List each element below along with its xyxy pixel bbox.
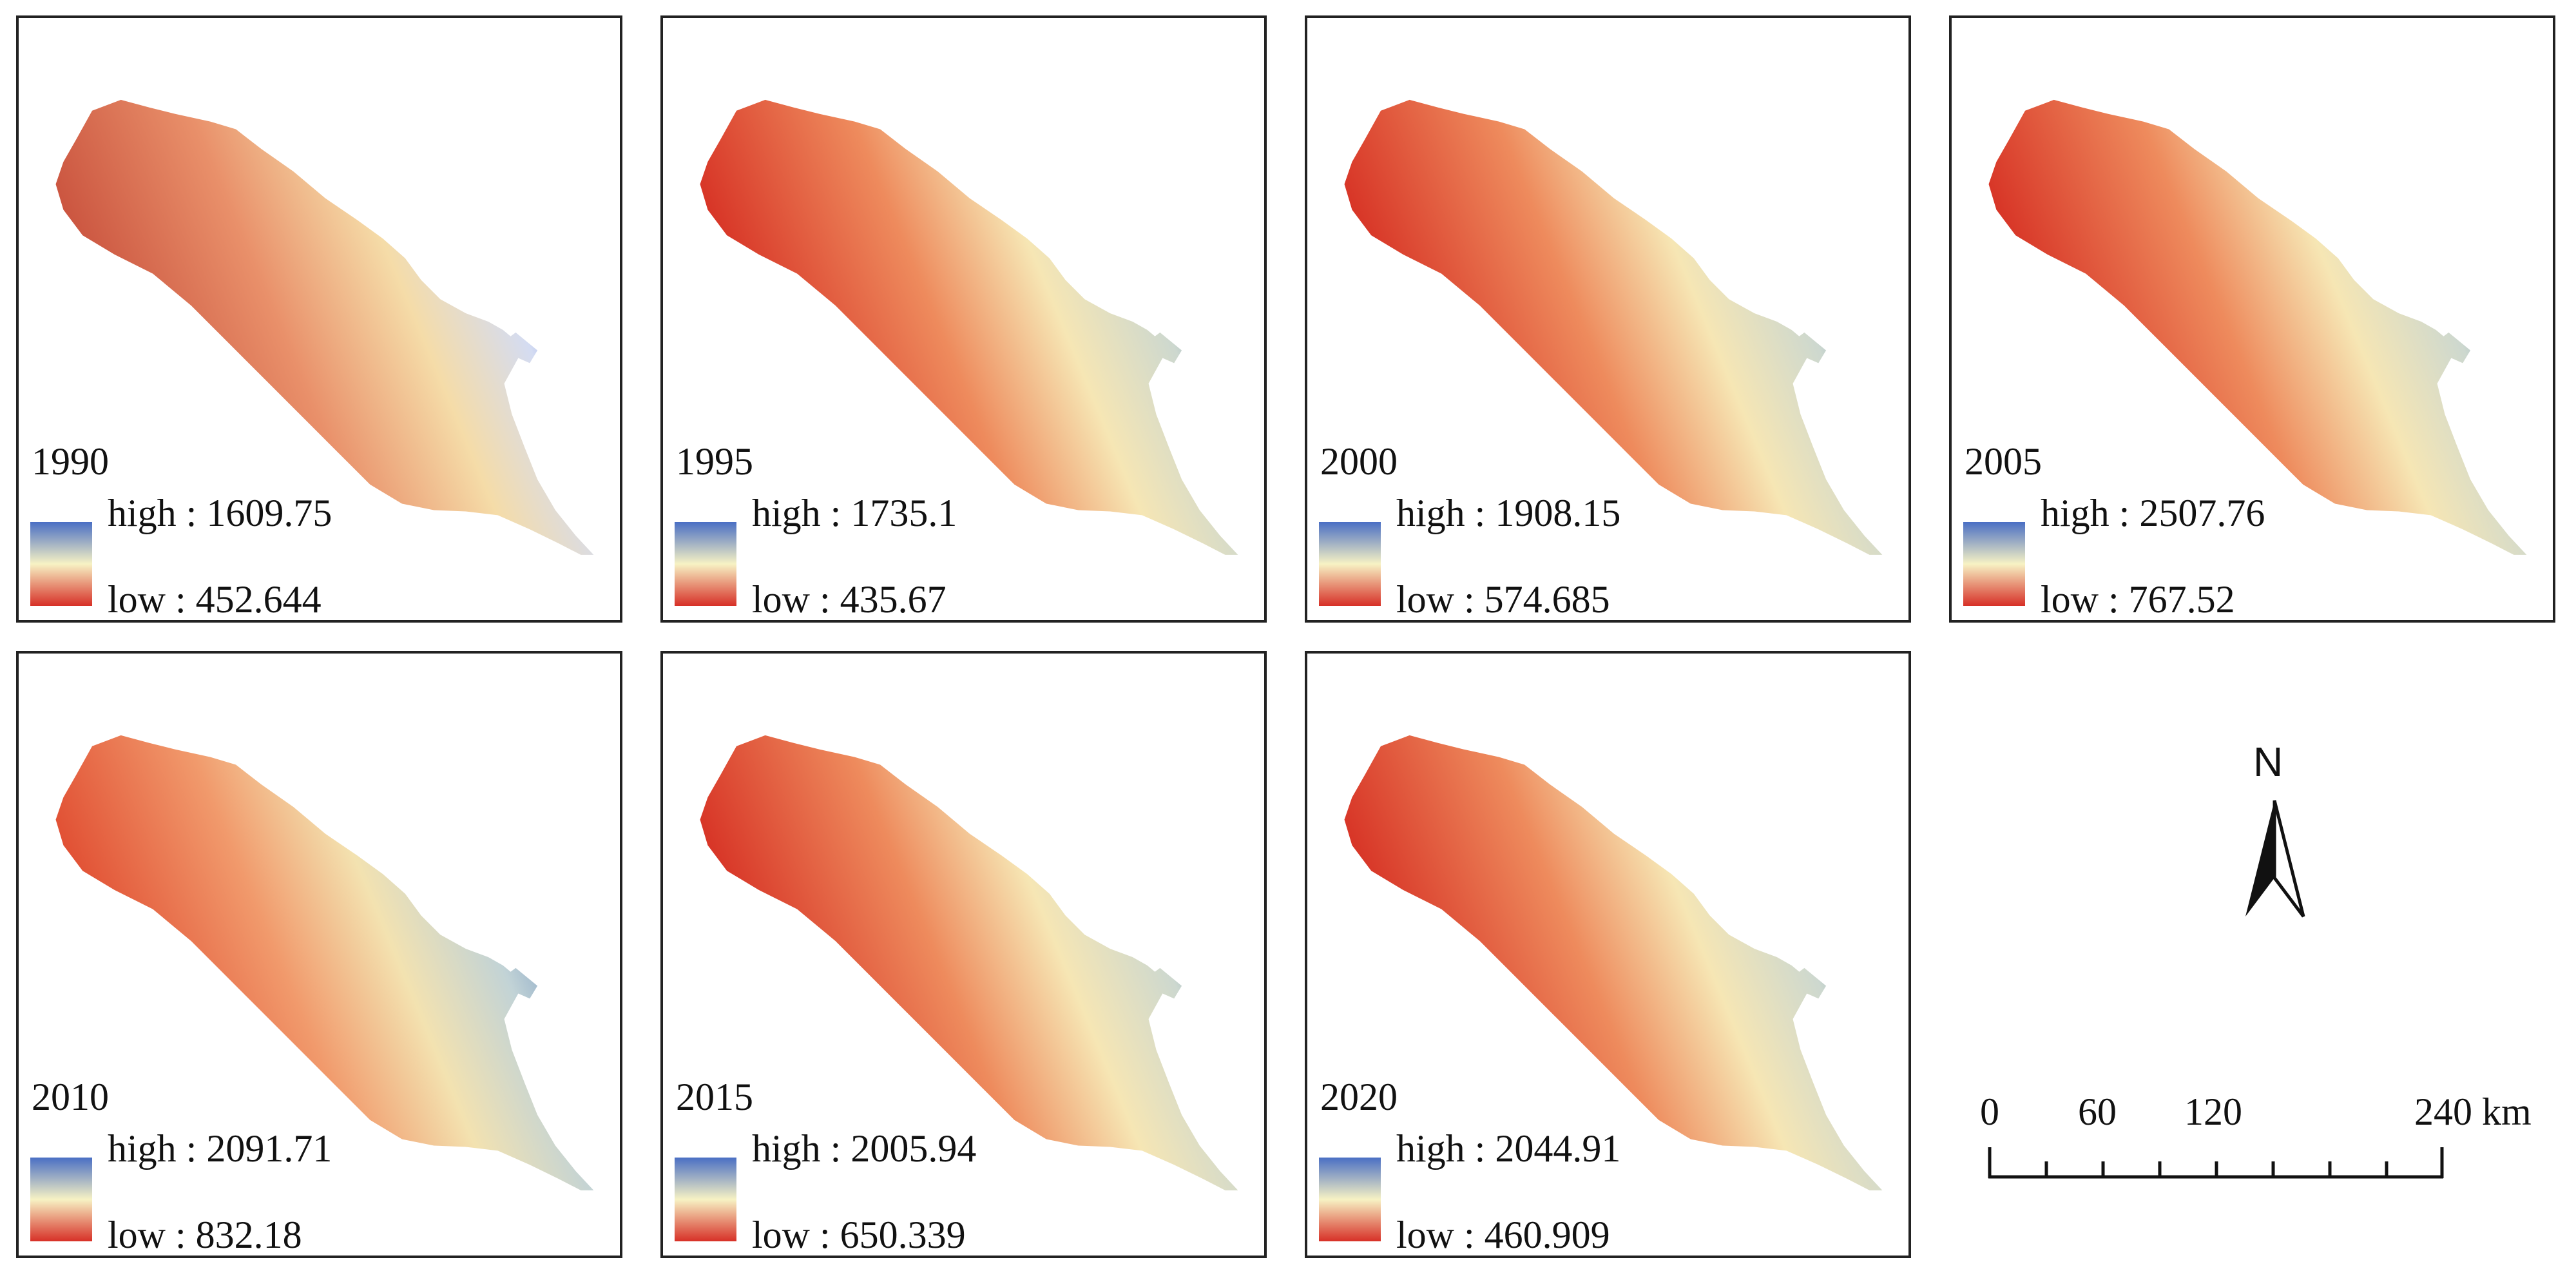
region-shape [55, 735, 594, 1190]
legend-high-label: high : 1609.75 [108, 492, 332, 534]
elevation-map-2010 [55, 735, 594, 1190]
region-shape [1344, 99, 1883, 555]
legend-color-ramp [1319, 522, 1381, 606]
region-shape [700, 735, 1238, 1190]
elevation-map-2015 [700, 735, 1238, 1190]
legend-low-label: low : 460.909 [1396, 1214, 1610, 1256]
legend-color-ramp [30, 522, 92, 606]
legend-high-label: high : 1735.1 [752, 492, 957, 534]
year-label: 2015 [676, 1076, 753, 1118]
legend-color-ramp [1319, 1158, 1381, 1241]
legend-high-label: high : 2091.71 [108, 1127, 332, 1170]
legend-low-label: low : 435.67 [752, 578, 947, 621]
map-panel-2015: 2015 high : 2005.94 low : 650.339 [660, 651, 1267, 1258]
legend-high-label: high : 2044.91 [1396, 1127, 1621, 1170]
elevation-map-2020 [1344, 735, 1883, 1190]
legend-color-ramp [675, 1158, 736, 1241]
legend-low-label: low : 767.52 [2041, 578, 2235, 621]
north-label: N [2253, 739, 2283, 785]
legend-color-ramp [30, 1158, 92, 1241]
legend-high-label: high : 2507.76 [2041, 492, 2265, 534]
map-panel-2000: 2000 high : 1908.15 low : 574.685 [1305, 15, 1911, 623]
year-label: 1995 [676, 440, 753, 483]
year-label: 1990 [32, 440, 109, 483]
region-shape [700, 99, 1238, 555]
region-shape [55, 99, 594, 555]
scale-label-0: 0 [1980, 1091, 1999, 1133]
scale-bar [1988, 1147, 2444, 1179]
legend-high-label: high : 2005.94 [752, 1127, 977, 1170]
map-panel-2010: 2010 high : 2091.71 low : 832.18 [16, 651, 622, 1258]
legend-low-label: low : 832.18 [108, 1214, 302, 1256]
map-panel-1990: 1990 high : 1609.75 low : 452.644 [16, 15, 622, 623]
year-label: 2005 [1965, 440, 2042, 483]
region-shape [1988, 99, 2527, 555]
region-shape [1344, 735, 1883, 1190]
elevation-map-2000 [1344, 99, 1883, 555]
legend-low-label: low : 574.685 [1396, 578, 1610, 621]
year-label: 2000 [1320, 440, 1398, 483]
legend-low-label: low : 650.339 [752, 1214, 966, 1256]
scale-label-240: 240 km [2414, 1091, 2532, 1133]
map-panel-1995: 1995 high : 1735.1 low : 435.67 [660, 15, 1267, 623]
legend-low-label: low : 452.644 [108, 578, 322, 621]
elevation-map-1990 [55, 99, 594, 555]
scale-label-120: 120 [2184, 1091, 2242, 1133]
year-label: 2010 [32, 1076, 109, 1118]
legend-color-ramp [1963, 522, 2025, 606]
map-panel-2020: 2020 high : 2044.91 low : 460.909 [1305, 651, 1911, 1258]
elevation-map-2005 [1988, 99, 2527, 555]
legend-color-ramp [675, 522, 736, 606]
elevation-map-1995 [700, 99, 1238, 555]
year-label: 2020 [1320, 1076, 1398, 1118]
north-arrow-icon [2245, 800, 2305, 918]
map-panel-2005: 2005 high : 2507.76 low : 767.52 [1949, 15, 2555, 623]
scale-label-60: 60 [2078, 1091, 2117, 1133]
legend-high-label: high : 1908.15 [1396, 492, 1621, 534]
